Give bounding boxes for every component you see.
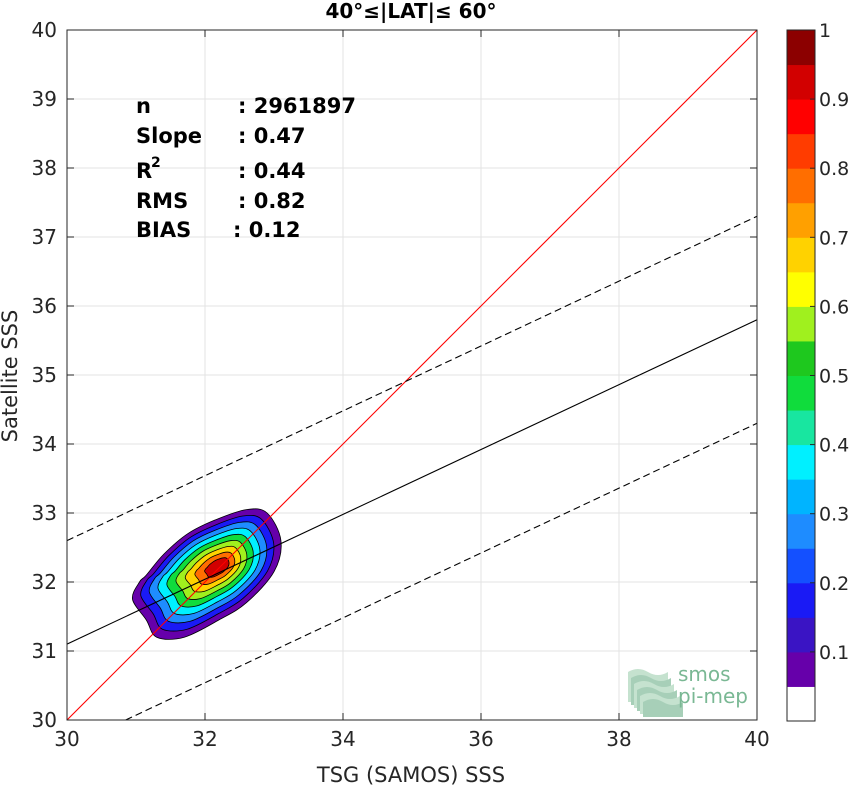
stat-label: R [136,159,152,183]
lower-bound-line [125,422,757,720]
identity-line [67,30,757,720]
x-tick-label: 40 [744,727,769,751]
density-contours [131,508,282,640]
x-tick-label: 32 [192,727,217,751]
y-tick-label: 30 [32,708,57,732]
colorbar-segment [787,513,815,549]
colorbar-segment [787,340,815,376]
line-group [67,30,757,720]
stat-value: : 0.47 [238,124,306,148]
chart-title: 40°≤|LAT|≤ 60° [325,0,496,23]
colorbar-segment [787,30,815,66]
colorbar-segment [787,306,815,342]
stat-label: Slope [136,124,202,148]
y-tick-label: 39 [32,87,57,111]
colorbar-segment [787,651,815,687]
y-tick-label: 33 [32,501,57,525]
x-tick-label: 30 [54,727,79,751]
y-axis-label: Satellite SSS [0,310,22,443]
colorbar-segment [787,375,815,411]
colorbar-segment [787,64,815,100]
axes: 30 32 34 36 38 40 30 31 32 33 34 35 36 37 38 39 40 [32,18,770,751]
logo-wave-icon [643,699,683,717]
y-tick-label: 34 [32,432,57,456]
y-tick-label: 32 [32,570,57,594]
colorbar-tick-label: 0.4 [819,435,849,457]
colorbar-segment [787,237,815,273]
x-axis-label: TSG (SAMOS) SSS [316,763,505,787]
colorbar-tick-label: 0.7 [819,227,849,249]
colorbar-segment [787,444,815,480]
x-tick-label: 36 [468,727,493,751]
colorbar-tick-label: 0.6 [819,296,849,318]
stat-value: : 0.44 [238,159,306,183]
density-contour-level [204,557,230,578]
colorbar-segment [787,133,815,169]
x-tick-label: 38 [606,727,631,751]
stat-value: : 2961897 [238,94,356,118]
colorbar-segment [787,582,815,618]
colorbar-tick-label: 0.1 [819,642,849,664]
colorbar-segment [787,617,815,653]
colorbar-segment [787,168,815,204]
y-tick-label: 31 [32,639,57,663]
colorbar-tick-label: 0.8 [819,158,849,180]
logo-graphic [628,669,683,717]
colorbar-segment [787,479,815,515]
stat-label: n [136,94,151,118]
stats-box: n : 2961897 Slope : 0.47 R2 : 0.44 RMS : 0.82 BI… [136,94,356,242]
colorbar-segment [787,686,815,722]
colorbar-segment [787,271,815,307]
colorbar: 0.1 0.2 0.3 0.4 0.5 0.6 0.7 0.8 0.9 1 [786,20,849,722]
logo-text-smos: smos [678,662,731,686]
stat-value: : 0.82 [238,189,306,213]
colorbar-tick-label: 0.2 [819,573,849,595]
y-tick-label: 38 [32,156,57,180]
colorbar-segment [787,99,815,135]
y-tick-label: 36 [32,294,57,318]
colorbar-segment [787,202,815,238]
colorbar-segment [787,548,815,584]
y-tick-label: 40 [32,18,57,42]
reference-lines [67,30,757,720]
colorbar-tick-label: 0.5 [819,366,849,388]
stat-label-superscript: 2 [151,155,161,171]
colorbar-tick-label: 0.9 [819,89,849,111]
colorbar-tick-label: 1 [819,20,831,42]
stat-value: : 0.12 [233,218,301,242]
colorbar-tick-label: 0.3 [819,504,849,526]
upper-bound-line [67,215,757,542]
regression-line [67,319,757,645]
y-tick-label: 37 [32,225,57,249]
x-tick-label: 34 [330,727,355,751]
stat-label: BIAS [136,218,191,242]
logo-text-pimep: pi-mep [678,684,748,708]
colorbar-segment [787,410,815,446]
stat-label: RMS [136,189,188,213]
y-tick-label: 35 [32,363,57,387]
